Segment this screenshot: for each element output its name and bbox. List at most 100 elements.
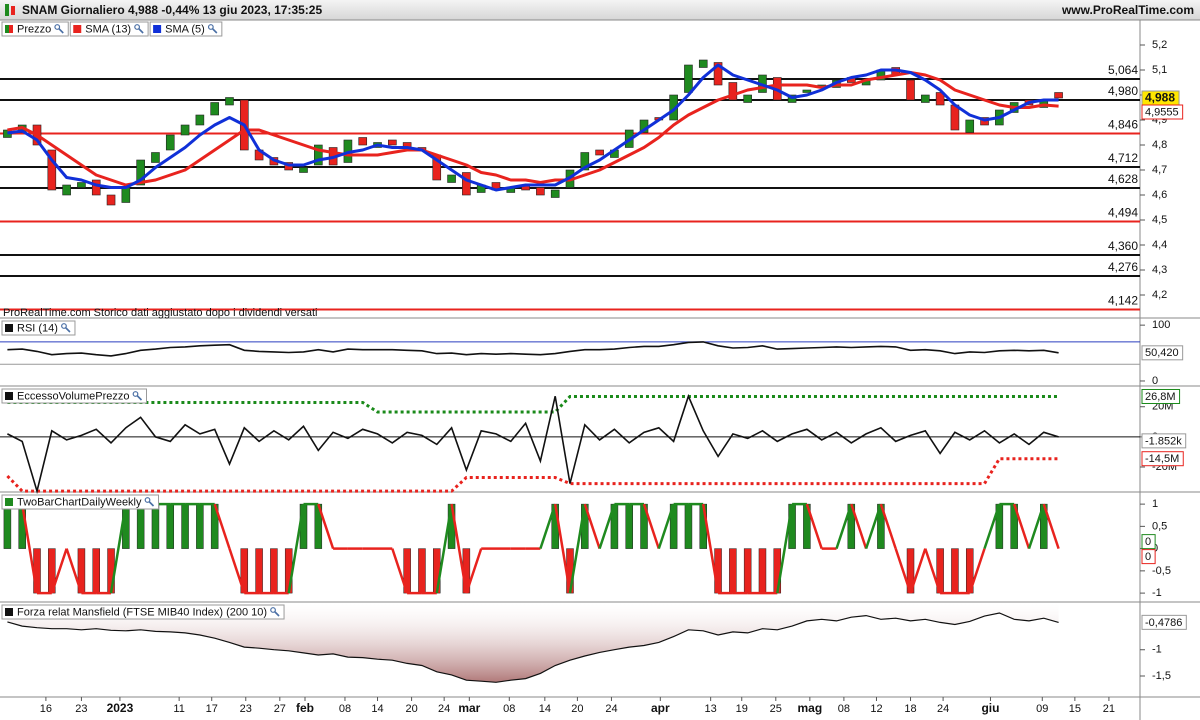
x-tick-label: 08 [339, 703, 351, 715]
signal-line [568, 503, 587, 594]
indicator-line [7, 341, 1059, 357]
x-tick-label: 27 [274, 703, 286, 715]
legend-icon [5, 392, 13, 400]
x-tick-label: giu [981, 701, 999, 715]
signal-line [465, 548, 483, 594]
chart-note: ProRealTime.com Storico dati aggiustato … [3, 307, 317, 319]
signal-line [1013, 503, 1031, 549]
value-tag-box [1141, 433, 1187, 449]
legend-label: SMA (5) [165, 23, 205, 35]
x-tick-label: 17 [206, 703, 218, 715]
value-tag: -1.852k [1141, 433, 1187, 449]
candle [121, 187, 131, 203]
signal-bar [92, 548, 100, 594]
legend-label: RSI (14) [17, 322, 58, 334]
signal-line [287, 503, 305, 594]
value-tag: -14,5M [1141, 451, 1184, 467]
legend-icon [5, 324, 13, 332]
candle [743, 94, 752, 103]
value-tag: 26,8M [1141, 388, 1181, 404]
candle [106, 194, 116, 206]
value-tag-label: 4,9555 [1145, 106, 1179, 118]
value-tag-label: -1.852k [1145, 435, 1182, 447]
level-label: 4,980 [1108, 84, 1138, 98]
x-tick-label: apr [651, 701, 670, 715]
value-tag: 0 [1141, 534, 1156, 550]
sma-line [7, 63, 1059, 192]
x-tick-label: 15 [1069, 703, 1081, 715]
legend-label: Forza relat Mansfield (FTSE MIB40 Index)… [17, 606, 267, 618]
band-line [6, 457, 1059, 493]
candle [684, 64, 693, 93]
signal-line [924, 548, 942, 594]
candle [136, 159, 145, 186]
signal-line [583, 503, 601, 549]
y-tick-label: 4,6 [1152, 189, 1167, 201]
value-tag-label: 4,988 [1145, 91, 1175, 105]
y-tick-label: -1 [1152, 587, 1162, 599]
signal-line [657, 503, 675, 549]
value-tag-box [1141, 614, 1187, 630]
candle [47, 149, 57, 191]
wrench-icon [64, 326, 71, 333]
legend-icon [5, 608, 13, 616]
candle [180, 124, 190, 136]
legend-icon [153, 25, 162, 33]
signal-line [850, 503, 868, 549]
x-tick-label: mar [458, 701, 480, 715]
legend-box [1, 604, 285, 620]
app-icon [11, 6, 15, 15]
signal-bar [758, 548, 767, 594]
band-line [7, 395, 1059, 414]
x-tick-label: mag [798, 701, 823, 715]
x-tick-label: feb [296, 701, 314, 715]
y-tick-label: -1 [1152, 644, 1162, 656]
legend-box [1, 320, 76, 336]
candle [580, 152, 590, 171]
candle [462, 172, 471, 196]
candle [299, 167, 308, 173]
y-tick-label: 5,2 [1152, 39, 1167, 51]
signal-line [598, 503, 616, 549]
signal-line [391, 548, 409, 594]
signal-bar [270, 548, 278, 594]
signal-bar [625, 503, 633, 549]
wrench-icon [211, 27, 218, 34]
signal-line [909, 548, 927, 594]
x-tick-label: 09 [1036, 703, 1048, 715]
x-tick-label: 12 [870, 703, 882, 715]
legend-icon [73, 25, 82, 33]
value-tag: 0 [1141, 549, 1156, 565]
site-link[interactable]: www.ProRealTime.com [1061, 3, 1194, 17]
x-tick-label: 20 [571, 703, 583, 715]
x-tick-label: 14 [371, 703, 383, 715]
level-label: 4,846 [1108, 118, 1138, 132]
signal-bar [196, 503, 204, 549]
candle [698, 59, 708, 68]
wrench-icon [207, 24, 214, 30]
indicator-line [7, 393, 1059, 495]
candle [165, 134, 175, 151]
signal-bar [684, 503, 693, 549]
legend-label: SMA (13) [85, 23, 131, 35]
candle [595, 149, 604, 156]
signal-bar [743, 548, 752, 594]
signal-line [317, 503, 335, 549]
x-tick-label: 23 [75, 703, 87, 715]
legend-box [1, 21, 69, 37]
signal-bar [418, 548, 426, 594]
legend-box [1, 388, 147, 404]
legend-icon [5, 25, 9, 33]
candle [550, 189, 560, 198]
x-tick-label: 25 [770, 703, 782, 715]
signal-line [701, 503, 720, 594]
x-tick-label: 24 [438, 703, 450, 715]
y-tick-label: 4,2 [1152, 289, 1167, 301]
y-tick-label: 4,5 [1152, 214, 1167, 226]
y-tick-label: 4,3 [1152, 264, 1167, 276]
candle [388, 139, 397, 146]
x-tick-label: 21 [1103, 703, 1115, 715]
level-label: 4,276 [1108, 260, 1138, 274]
level-label: 5,064 [1108, 63, 1138, 77]
